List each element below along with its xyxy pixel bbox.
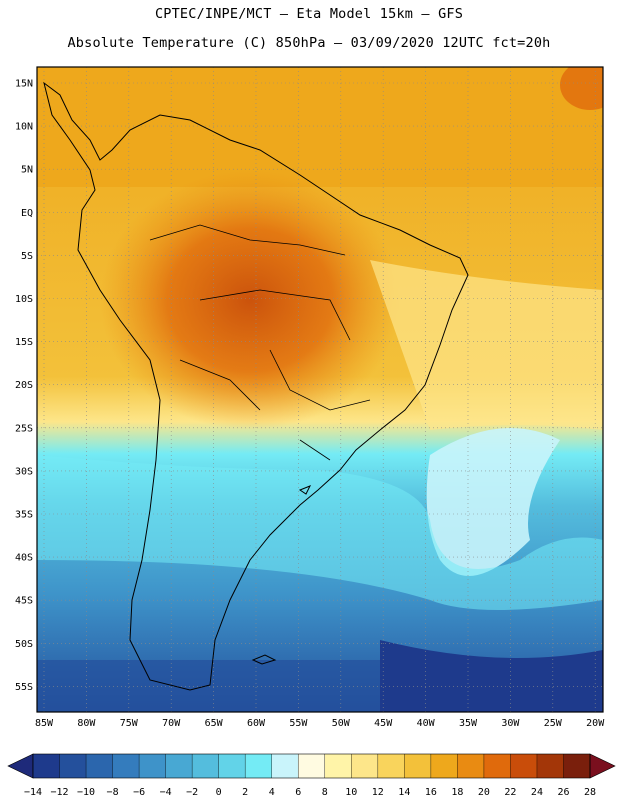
colorbar-label: 10 xyxy=(345,787,357,798)
coastline xyxy=(43,81,469,691)
colorbar-swatch xyxy=(192,754,219,778)
colorbar-label: −2 xyxy=(186,787,198,798)
lon-label: 45W xyxy=(374,718,393,729)
latitude-labels: 15N 10N 5N EQ 5S 10S 15S 20S 25S 30S 35S 40S 45S 50S 5… xyxy=(15,79,33,693)
colorbar-label: 0 xyxy=(216,787,222,798)
colorbar-over-arrow xyxy=(589,753,616,779)
lat-label: 15S xyxy=(15,337,33,348)
lon-label: 60W xyxy=(247,718,266,729)
lat-label: 35S xyxy=(15,510,33,521)
colorbar-label: 16 xyxy=(425,787,437,798)
lat-label: 5S xyxy=(21,251,33,262)
lon-label: 80W xyxy=(77,718,96,729)
longitude-labels: 85W 80W 75W 70W 65W 60W 55W 50W 45W 40W 35W 30W 25W 2… xyxy=(35,718,605,729)
title-line-2: Absolute Temperature (C) 850hPa – 03/09/… xyxy=(67,35,551,51)
colorbar-swatch xyxy=(510,754,538,778)
colorbar-label: 26 xyxy=(557,787,569,798)
colorbar-label: 12 xyxy=(372,787,384,798)
lon-label: 25W xyxy=(544,718,563,729)
colorbar-swatch xyxy=(33,754,60,778)
lat-label: 10S xyxy=(15,294,33,305)
lat-label: 55S xyxy=(15,682,33,693)
colorbar-swatch xyxy=(139,754,166,778)
colorbar-label: 24 xyxy=(531,787,543,798)
lat-label: 45S xyxy=(15,596,33,607)
colorbar-label: 4 xyxy=(269,787,275,798)
colorbar-label: −12 xyxy=(50,787,68,798)
colorbar-swatch xyxy=(86,754,113,778)
lat-label: 25S xyxy=(15,423,33,434)
colorbar: −14 −12 −10 −8 −6 −4 −2 0 2 4 6 8 10 12 14 16 18 20 22 24 26… xyxy=(7,753,616,798)
colorbar-swatch xyxy=(298,754,326,778)
temperature-field xyxy=(37,67,603,712)
lat-label: 40S xyxy=(15,553,33,564)
lon-label: 40W xyxy=(417,718,436,729)
colorbar-swatch xyxy=(563,754,591,778)
colorbar-label: 2 xyxy=(242,787,248,798)
colorbar-swatch xyxy=(324,754,352,778)
colorbar-swatch xyxy=(483,754,511,778)
colorbar-swatch xyxy=(218,754,246,778)
colorbar-label: 22 xyxy=(504,787,516,798)
lat-label: 5N xyxy=(21,165,33,176)
colorbar-label: 8 xyxy=(322,787,328,798)
colorbar-swatch xyxy=(271,754,299,778)
lon-label: 35W xyxy=(459,718,478,729)
colorbar-swatch xyxy=(377,754,405,778)
colorbar-swatch xyxy=(112,754,140,778)
colorbar-swatch xyxy=(351,754,379,778)
colorbar-label: 18 xyxy=(451,787,463,798)
lat-label: 30S xyxy=(15,466,33,477)
lat-label: EQ xyxy=(21,208,33,219)
lon-label: 55W xyxy=(289,718,308,729)
colorbar-swatch xyxy=(59,754,87,778)
lat-label: 50S xyxy=(15,639,33,650)
colorbar-label: 20 xyxy=(478,787,490,798)
colorbar-label: 14 xyxy=(398,787,410,798)
lon-label: 85W xyxy=(35,718,54,729)
title-line-1: CPTEC/INPE/MCT – Eta Model 15km – GFS xyxy=(154,6,464,22)
lon-label: 75W xyxy=(120,718,139,729)
lat-label: 20S xyxy=(15,380,33,391)
lon-label: 50W xyxy=(332,718,351,729)
map-frame xyxy=(36,66,604,713)
lat-label: 15N xyxy=(15,79,33,90)
colorbar-swatch xyxy=(430,754,458,778)
lat-label: 10N xyxy=(15,122,33,133)
colorbar-label: −6 xyxy=(133,787,145,798)
colorbar-swatch xyxy=(165,754,193,778)
colorbar-label: 28 xyxy=(584,787,596,798)
colorbar-under-arrow xyxy=(7,753,34,779)
colorbar-swatch xyxy=(245,754,273,778)
colorbar-label: −14 xyxy=(24,787,42,798)
colorbar-swatch xyxy=(536,754,564,778)
lon-label: 70W xyxy=(162,718,181,729)
colorbar-swatch xyxy=(404,754,432,778)
colorbar-label: −4 xyxy=(160,787,172,798)
lon-label: 65W xyxy=(205,718,224,729)
colorbar-swatch xyxy=(457,754,485,778)
colorbar-label: 6 xyxy=(295,787,301,798)
colorbar-label: −10 xyxy=(77,787,95,798)
colorbar-label: −8 xyxy=(107,787,119,798)
lon-label: 20W xyxy=(586,718,605,729)
lon-label: 30W xyxy=(501,718,520,729)
